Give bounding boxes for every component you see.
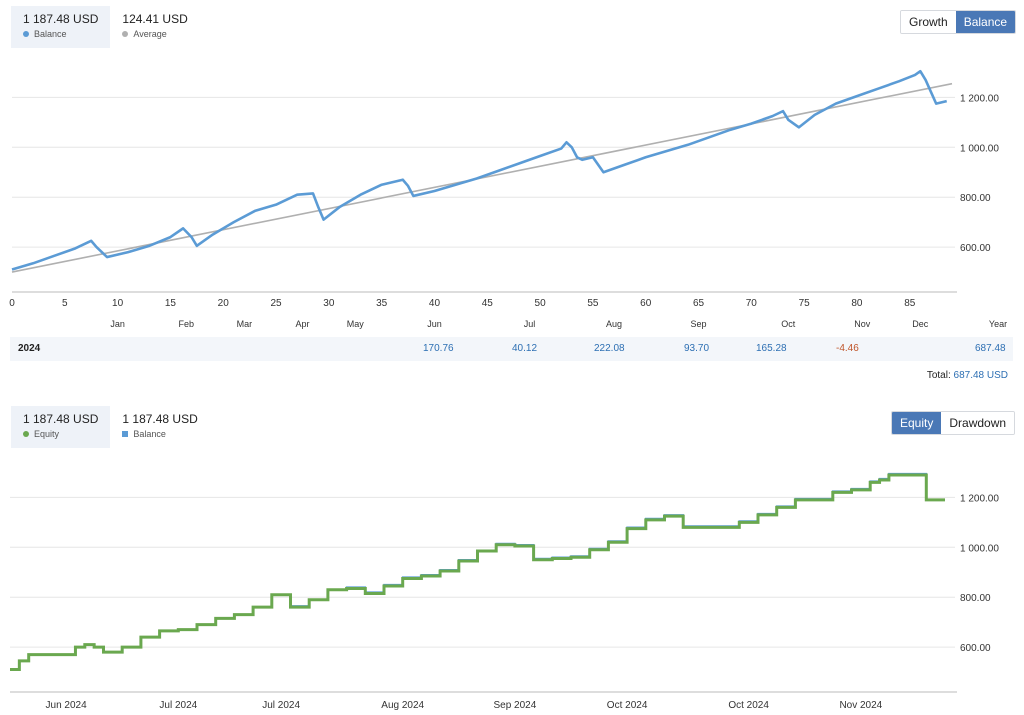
x-tick-label: 45: [482, 298, 494, 309]
x-tick-label: 30: [323, 298, 335, 309]
x-date-label: Oct 2024: [607, 700, 648, 711]
total-label: Total:: [926, 370, 951, 381]
total-result: Total: 687.48 USD: [927, 370, 1008, 381]
month-result-jun: 170.76: [423, 343, 454, 354]
y-tick-label: 1 000.00: [960, 543, 999, 554]
x-date-label: Sep 2024: [493, 700, 536, 711]
legend-item-bottom-balance[interactable]: 1 187.48 USD Balance: [110, 406, 209, 448]
y-tick-label: 800.00: [960, 593, 991, 604]
month-label: May: [347, 319, 365, 329]
legend-bottom-balance-label: Balance: [133, 429, 166, 439]
x-tick-label: 70: [746, 298, 758, 309]
balance-square-icon: [122, 431, 129, 437]
x-tick-label: 50: [535, 298, 547, 309]
equity-step-line: [10, 473, 945, 672]
x-tick-label: 20: [218, 298, 230, 309]
month-label: Sep: [691, 319, 707, 329]
legend-balance-label: Balance: [34, 29, 67, 39]
total-value: 687.48 USD: [953, 370, 1008, 381]
x-tick-label: 0: [9, 298, 15, 309]
balance-dot-icon: [23, 31, 29, 37]
month-result-jul: 40.12: [512, 343, 538, 354]
equity-button[interactable]: Equity: [892, 412, 942, 434]
month-label: Jul: [524, 319, 536, 329]
balance-step-line: [10, 472, 945, 671]
month-label: Aug: [606, 319, 622, 329]
growth-balance-toggle: Growth Balance: [900, 10, 1017, 34]
month-label: Mar: [237, 319, 253, 329]
balance-chart: 600.00 800.00 1 000.00 1 200.00 0 5 10 15 20 25 30…: [9, 69, 1007, 329]
balance-legend: 1 187.48 USD Balance 124.41 USD Average: [11, 6, 200, 48]
month-result-nov: -4.46: [836, 343, 859, 354]
x-date-label: Jun 2024: [46, 700, 88, 711]
equity-legend: 1 187.48 USD Equity 1 187.48 USD Balance: [11, 406, 210, 448]
legend-equity-value: 1 187.48 USD: [23, 412, 99, 426]
x-tick-label: 85: [904, 298, 916, 309]
legend-item-average[interactable]: 124.41 USD Average: [110, 6, 199, 48]
x-tick-label: 80: [851, 298, 863, 309]
month-label: Dec: [912, 319, 929, 329]
x-tick-label: 55: [587, 298, 599, 309]
x-date-label: Nov 2024: [839, 700, 882, 711]
month-result-oct: 165.28: [756, 343, 787, 354]
y-tick-label: 1 000.00: [960, 143, 999, 154]
x-tick-label: 75: [799, 298, 811, 309]
equity-chart: 600.00 800.00 1 000.00 1 200.00 Jun 2024 Jul …: [10, 472, 999, 711]
x-tick-label: 10: [112, 298, 124, 309]
legend-item-balance[interactable]: 1 187.48 USD Balance: [11, 6, 111, 48]
legend-average-value: 124.41 USD: [122, 12, 188, 26]
year-label: 2024: [18, 343, 41, 354]
month-result-sep: 93.70: [684, 343, 710, 354]
month-label: Jun: [427, 319, 442, 329]
month-label: Feb: [179, 319, 195, 329]
x-tick-label: 15: [165, 298, 177, 309]
equity-dot-icon: [23, 431, 29, 437]
drawdown-button[interactable]: Drawdown: [941, 412, 1015, 434]
x-date-label: Oct 2024: [728, 700, 769, 711]
average-dot-icon: [122, 31, 129, 37]
legend-average-label: Average: [133, 29, 167, 39]
x-tick-label: 60: [640, 298, 652, 309]
equity-drawdown-toggle: Equity Drawdown: [891, 411, 1016, 435]
legend-equity-label: Equity: [34, 429, 60, 439]
balance-button[interactable]: Balance: [955, 11, 1016, 33]
balance-line: [11, 69, 948, 271]
y-tick-label: 1 200.00: [960, 493, 999, 504]
legend-balance-value: 1 187.48 USD: [23, 12, 99, 26]
month-result-aug: 222.08: [594, 343, 625, 354]
month-label: Nov: [854, 319, 871, 329]
year-result-total: 687.48: [975, 343, 1006, 354]
legend-item-equity[interactable]: 1 187.48 USD Equity: [11, 406, 111, 448]
x-date-label: Aug 2024: [381, 700, 424, 711]
month-label: Oct: [781, 319, 796, 329]
y-tick-label: 600.00: [960, 643, 991, 654]
x-date-label: Jul 2024: [159, 700, 197, 711]
x-tick-label: 65: [693, 298, 705, 309]
month-label: Apr: [295, 319, 309, 329]
growth-button[interactable]: Growth: [901, 11, 956, 33]
y-tick-label: 1 200.00: [960, 93, 999, 104]
year-column-label: Year: [989, 319, 1007, 329]
year-summary-row: 2024 170.76 40.12 222.08 93.70 165.28 -4…: [10, 337, 1013, 361]
x-date-label: Jul 2024: [262, 700, 300, 711]
x-tick-label: 5: [62, 298, 68, 309]
x-tick-label: 35: [376, 298, 388, 309]
x-tick-label: 40: [429, 298, 441, 309]
y-tick-label: 600.00: [960, 243, 991, 254]
x-tick-label: 25: [270, 298, 282, 309]
y-tick-label: 800.00: [960, 193, 991, 204]
month-label: Jan: [110, 319, 125, 329]
legend-bottom-balance-value: 1 187.48 USD: [122, 412, 198, 426]
